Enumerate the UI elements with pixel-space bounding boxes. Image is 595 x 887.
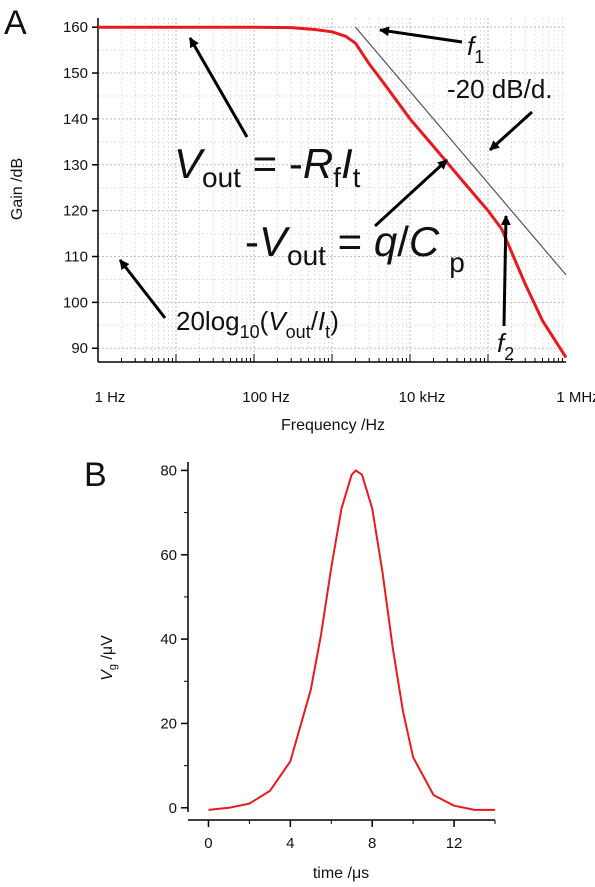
chart-b-pulse-curve	[208, 469, 495, 811]
annotation-slope: -20 dB/d.	[447, 74, 553, 104]
chart-b-x-ticks: 0 4 8 12	[204, 820, 496, 852]
chart-a-y-tick-label: 120	[63, 203, 88, 220]
chart-a-x-tick-label: 100 Hz	[242, 389, 290, 406]
panel-label-a: A	[4, 4, 27, 42]
annotation-f1: f1	[467, 31, 484, 67]
chart-a-y-tick-label: 110	[64, 249, 88, 266]
chart-a-y-tick-label: 150	[63, 65, 88, 82]
chart-b-x-tick-label: 12	[446, 835, 463, 852]
chart-a-y-tick-label: 160	[63, 19, 88, 36]
chart-b-y-tick-label: 0	[169, 800, 177, 817]
arrow-gain-definition	[118, 259, 167, 319]
panel-label-b: B	[84, 456, 107, 494]
chart-a-y-tick-label: 100	[63, 294, 88, 311]
chart-b-y-tick-label: 20	[160, 715, 177, 732]
annotation-f2: f2	[497, 328, 514, 364]
arrow-slope	[488, 110, 534, 152]
chart-b-x-axis-label: time /μs	[313, 865, 369, 882]
chart-b-y-tick-label: 40	[160, 631, 177, 648]
annotation-eq-vout-q-cp: -Vout = q/C p	[245, 218, 465, 278]
chart-b-y-ticks: 0 20 40 60 80	[160, 462, 188, 817]
arrow-f2	[500, 215, 511, 327]
chart-a-x-axis-label: Frequency /Hz	[281, 417, 385, 434]
chart-b-y-tick-label: 60	[160, 547, 177, 564]
chart-a-gain-curve	[98, 25, 568, 359]
chart-a-x-tick-label: 10 kHz	[399, 389, 446, 406]
chart-a-y-tick-label: 130	[63, 157, 88, 174]
chart-a-y-axis-label: Gain /dB	[9, 158, 26, 220]
chart-b-axes	[187, 462, 495, 821]
chart-a-x-tick-label: 1 Hz	[95, 389, 126, 406]
chart-a-annotations: Vout = -RfIt -Vout = q/C p 20log10(Vout/I…	[118, 26, 553, 364]
chart-b-y-axis-label: Vg /μV	[99, 635, 119, 681]
chart-a-asymptote-line	[355, 26, 567, 276]
chart-b-y-tick-label: 80	[160, 462, 177, 479]
arrow-f1	[379, 26, 463, 44]
chart-a-frame	[97, 18, 566, 363]
chart-a-grid	[97, 18, 566, 362]
arrow-eq1	[188, 37, 249, 138]
chart-b-series	[208, 469, 495, 811]
chart-b-x-tick-label: 8	[368, 835, 376, 852]
chart-a-series	[98, 25, 568, 359]
chart-a-y-tick-label: 90	[71, 340, 88, 357]
chart-b-x-tick-label: 4	[286, 835, 294, 852]
annotation-eq-vout-rf-it: Vout = -RfIt	[174, 140, 361, 193]
chart-b-x-tick-label: 0	[204, 835, 212, 852]
annotation-eq-gain-definition: 20log10(Vout/It)	[176, 306, 339, 342]
chart-a-y-tick-label: 140	[63, 111, 88, 128]
chart-a-x-tick-label: 1 MHz	[556, 389, 595, 406]
chart-a-y-ticks: 90 100 110 120 130 140 150 160	[63, 19, 98, 357]
chart-a-x-ticks: 1 Hz 100 Hz 10 kHz 1 MHz	[95, 389, 595, 406]
arrow-eq2	[373, 158, 449, 228]
